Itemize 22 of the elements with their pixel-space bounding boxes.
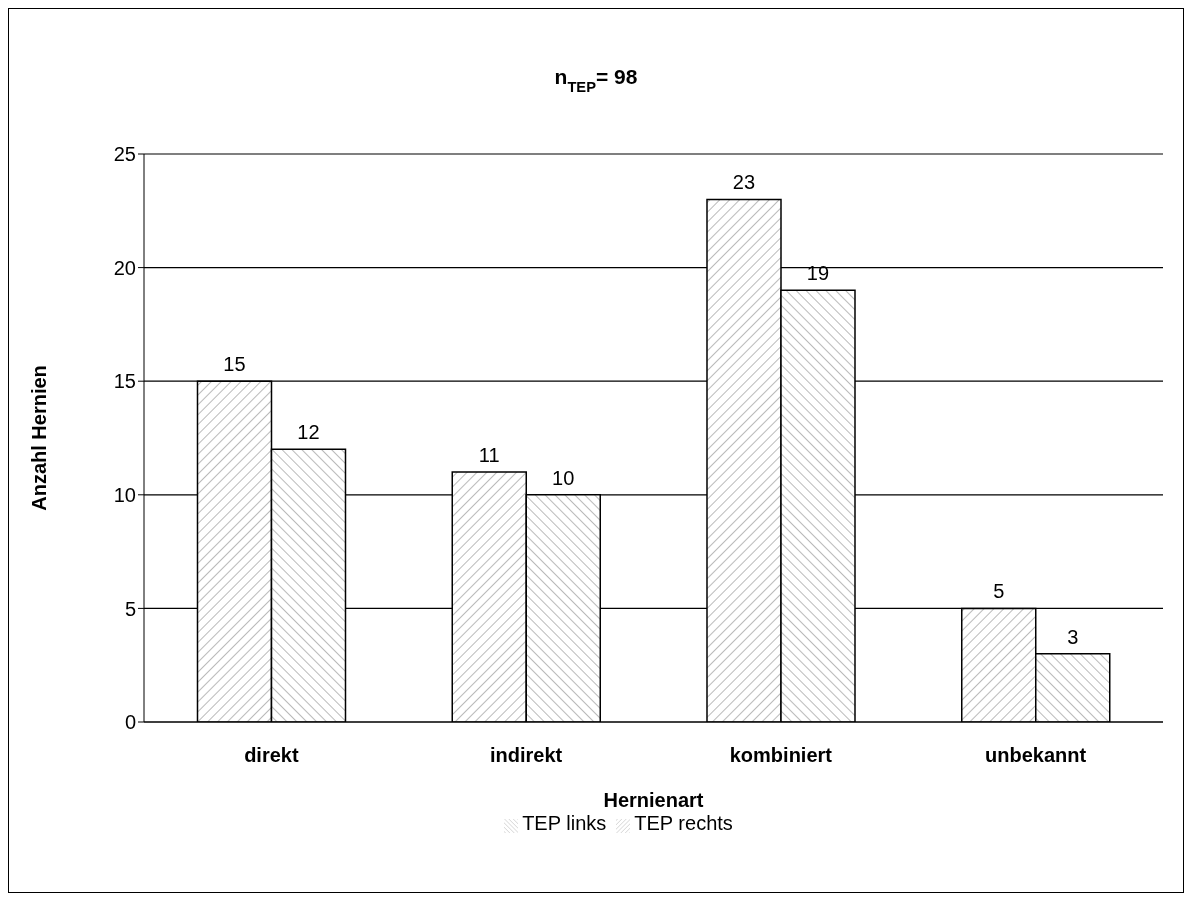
chart-title: n$_{TEP}$= 98 (554, 65, 638, 95)
x-tick-label: direkt (244, 744, 299, 767)
data-label: 11 (478, 444, 500, 467)
y-tick-label: 10 (113, 483, 136, 506)
y-tick-label: 15 (113, 370, 136, 393)
data-label: 3 (1067, 625, 1079, 648)
data-label: 5 (993, 580, 1005, 603)
data-label: 23 (732, 171, 756, 194)
data-label: 12 (297, 421, 320, 444)
x-tick-label: unbekannt (985, 744, 1087, 767)
x-axis-title: Hernienart (603, 789, 704, 811)
data-label: 10 (552, 466, 575, 489)
x-tick-label: kombiniert (729, 744, 833, 767)
y-tick-label: 25 (113, 143, 136, 166)
y-tick-label: 5 (124, 597, 136, 620)
legend-label: TEP rechts (634, 812, 733, 834)
x-tick-label: indirekt (490, 744, 563, 767)
y-tick-label: 0 (124, 711, 136, 734)
legend-label: TEP links (522, 812, 607, 834)
y-axis-title: Anzahl Hernien (28, 365, 51, 511)
data-label: 15 (223, 353, 246, 376)
y-tick-label: 20 (113, 256, 136, 279)
